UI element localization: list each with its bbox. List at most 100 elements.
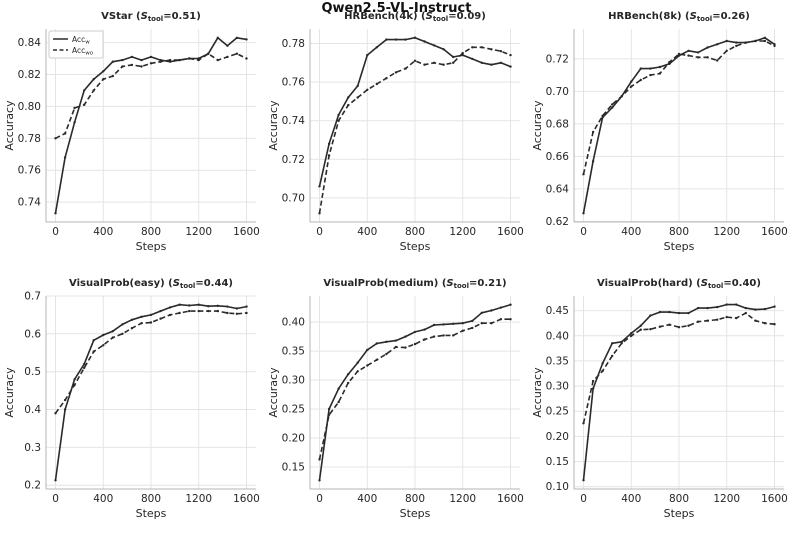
- y-tick-label: 0.74: [282, 115, 306, 127]
- chart-canvas: 0.70 0.72 0.74 0.76 0.78 0 400 800 1200 1600 Accur…: [267, 11, 524, 253]
- y-tick-label: 0.3: [24, 442, 41, 454]
- acc-wo-markers: [54, 309, 248, 415]
- y-tick-label: 0.40: [546, 330, 569, 342]
- y-tick-label: 0.35: [282, 346, 305, 358]
- y-tick-label: 0.35: [546, 355, 569, 367]
- x-tick-label: 400: [357, 493, 377, 505]
- x-axis-label: Steps: [136, 507, 167, 520]
- y-tick-label: 0.72: [282, 154, 305, 166]
- x-tick-label: 800: [669, 493, 689, 505]
- y-tick-label: 0.74: [18, 197, 42, 209]
- subplot-visualprob-medium: 0.15 0.20 0.25 0.30 0.35 0.40 0 400 800 1200 1600 A…: [264, 270, 528, 523]
- x-tick-label: 400: [621, 493, 641, 505]
- y-axis-label: Accuracy: [531, 367, 544, 418]
- x-tick-label: 0: [316, 226, 323, 238]
- acc-w-markers: [582, 303, 776, 482]
- subplot-hrbench8k: 0.62 0.64 0.66 0.68 0.70 0.72 0 400 800 1200 1600 A…: [528, 3, 792, 256]
- x-tick-label: 0: [580, 493, 587, 505]
- y-tick-label: 0.10: [546, 481, 569, 493]
- y-tick-label: 0.40: [282, 317, 305, 329]
- x-tick-label: 1200: [185, 493, 212, 505]
- gridlines: [46, 295, 256, 489]
- acc-wo-markers: [582, 311, 776, 425]
- acc-wo-line: [54, 310, 247, 414]
- x-axis-label: Steps: [400, 507, 431, 520]
- x-tick-label: 800: [405, 226, 425, 238]
- y-tick-label: 0.45: [546, 305, 569, 317]
- x-axis-label: Steps: [400, 240, 431, 253]
- y-tick-label: 0.15: [546, 456, 569, 468]
- subplot-visualprob-easy: 0.2 0.3 0.4 0.5 0.6 0.7 0 400 800 1200 1600 Accurac…: [0, 270, 264, 523]
- subplot-title: HRBench(8k) (Stool=0.26): [608, 11, 750, 23]
- y-tick-label: 0.66: [546, 151, 570, 163]
- subplot-title: HRBench(4k) (Stool=0.09): [344, 11, 486, 23]
- subplot-vstar: 0.74 0.76 0.78 0.80 0.82 0.84 0 400 800 1200 1600 A…: [0, 3, 264, 256]
- x-tick-label: 0: [52, 493, 59, 505]
- y-tick-label: 0.6: [24, 328, 41, 340]
- subplot-hrbench4k: 0.70 0.72 0.74 0.76 0.78 0 400 800 1200 1600 Accur…: [264, 3, 528, 256]
- y-tick-label: 0.70: [282, 192, 305, 204]
- x-tick-label: 1600: [233, 493, 260, 505]
- x-tick-label: 800: [141, 226, 161, 238]
- figure-title: Qwen2.5-VL-Instruct: [321, 1, 472, 16]
- acc-wo-line: [582, 40, 775, 175]
- subplot-grid: 0.74 0.76 0.78 0.80 0.82 0.84 0 400 800 1200 1600 A…: [0, 3, 792, 523]
- chart-canvas: 0.10 0.15 0.20 0.25 0.30 0.35 0.40 0.45 0 400 800 1…: [531, 278, 788, 520]
- y-axis-label: Accuracy: [531, 100, 544, 151]
- x-tick-label: 400: [621, 226, 641, 238]
- y-tick-label: 0.15: [282, 461, 305, 473]
- y-tick-label: 0.64: [546, 183, 570, 195]
- gridlines: [310, 29, 520, 222]
- y-tick-label: 0.7: [24, 291, 41, 303]
- y-axis-label: Accuracy: [267, 100, 280, 151]
- y-tick-label: 0.84: [18, 37, 42, 49]
- y-tick-label: 0.70: [546, 86, 569, 98]
- acc-wo-line: [582, 312, 775, 424]
- y-axis-label: Accuracy: [267, 367, 280, 418]
- y-tick-label: 0.25: [282, 404, 305, 416]
- x-tick-label: 1200: [449, 226, 476, 238]
- y-tick-label: 0.72: [546, 53, 569, 65]
- y-tick-label: 0.2: [24, 480, 41, 492]
- y-axis-label: Accuracy: [3, 100, 16, 151]
- x-tick-label: 800: [405, 493, 425, 505]
- x-tick-label: 1200: [713, 226, 740, 238]
- y-tick-label: 0.78: [18, 133, 41, 145]
- legend-label: Accw: [72, 35, 90, 46]
- y-axis-label: Accuracy: [3, 367, 16, 418]
- y-tick-label: 0.78: [282, 38, 305, 50]
- y-tick-label: 0.76: [18, 165, 42, 177]
- x-tick-label: 1600: [233, 226, 260, 238]
- chart-canvas: 0.62 0.64 0.66 0.68 0.70 0.72 0 400 800 1200 1600 A…: [531, 11, 788, 253]
- y-tick-label: 0.30: [546, 381, 569, 393]
- y-tick-label: 0.5: [24, 366, 41, 378]
- y-tick-label: 0.4: [24, 404, 41, 416]
- gridlines: [574, 29, 784, 222]
- y-tick-label: 0.62: [546, 216, 569, 228]
- acc-wo-line: [318, 318, 511, 460]
- subplot-title: VStar (Stool=0.51): [101, 11, 201, 23]
- x-tick-label: 1200: [449, 493, 476, 505]
- y-tick-label: 0.30: [282, 375, 305, 387]
- x-tick-label: 400: [93, 226, 113, 238]
- x-tick-label: 0: [580, 226, 587, 238]
- x-tick-label: 800: [141, 493, 161, 505]
- x-tick-label: 0: [52, 226, 59, 238]
- x-tick-label: 1600: [497, 226, 524, 238]
- x-tick-label: 1600: [497, 493, 524, 505]
- y-tick-label: 0.25: [546, 406, 569, 418]
- acc-wo-markers: [318, 46, 512, 215]
- chart-canvas: 0.74 0.76 0.78 0.80 0.82 0.84 0 400 800 1200 1600 A…: [3, 11, 260, 253]
- gridlines: [310, 296, 520, 489]
- acc-wo-markers: [582, 39, 776, 176]
- y-tick-label: 0.20: [546, 431, 569, 443]
- chart-canvas: 0.15 0.20 0.25 0.30 0.35 0.40 0 400 800 1200 1600 A…: [267, 278, 524, 520]
- x-tick-label: 1600: [761, 226, 788, 238]
- x-axis-label: Steps: [664, 240, 695, 253]
- y-tick-label: 0.76: [282, 77, 306, 89]
- chart-canvas: 0.2 0.3 0.4 0.5 0.6 0.7 0 400 800 1200 1600 Accurac…: [3, 278, 260, 520]
- x-tick-label: 400: [357, 226, 377, 238]
- acc-wo-markers: [318, 318, 512, 461]
- x-axis-label: Steps: [664, 507, 695, 520]
